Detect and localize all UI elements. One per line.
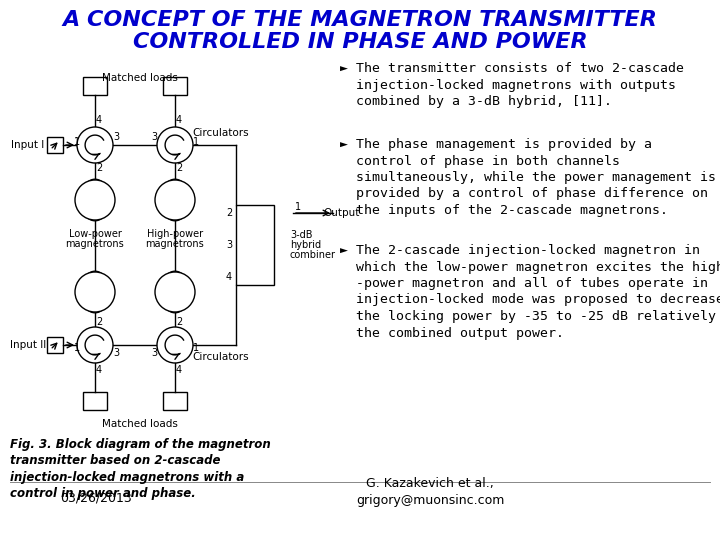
Text: 2: 2 (96, 163, 102, 173)
Text: Output: Output (323, 208, 359, 218)
Text: 3: 3 (226, 240, 232, 250)
Bar (83, 77, 107, 95)
Text: magnetrons: magnetrons (66, 239, 125, 249)
Circle shape (75, 180, 115, 220)
Text: 1: 1 (74, 137, 80, 147)
Text: combiner: combiner (290, 250, 336, 260)
Circle shape (85, 271, 105, 292)
Text: Fig. 3. Block diagram of the magnetron
transmitter based on 2-cascade
injection-: Fig. 3. Block diagram of the magnetron t… (10, 438, 271, 501)
Text: 3: 3 (151, 348, 157, 358)
Text: 4: 4 (96, 115, 102, 125)
Text: 1: 1 (74, 343, 80, 353)
Text: 2: 2 (176, 163, 182, 173)
Circle shape (155, 180, 195, 220)
Bar (47, 337, 63, 353)
Bar (163, 77, 187, 95)
Text: 4: 4 (176, 365, 182, 375)
Text: CONTROLLED IN PHASE AND POWER: CONTROLLED IN PHASE AND POWER (132, 32, 588, 52)
Circle shape (165, 292, 186, 313)
Text: Matched loads: Matched loads (102, 73, 178, 83)
Bar (163, 392, 187, 410)
Circle shape (77, 327, 113, 363)
Text: magnetrons: magnetrons (145, 239, 204, 249)
Text: 1: 1 (193, 343, 199, 353)
Bar (236, 205, 274, 285)
Text: 4: 4 (176, 115, 182, 125)
Circle shape (157, 327, 193, 363)
Circle shape (75, 272, 115, 312)
Text: 4: 4 (226, 272, 232, 282)
Text: Circulators: Circulators (193, 128, 249, 138)
Text: Low-power: Low-power (68, 229, 122, 239)
Text: 3: 3 (113, 348, 119, 358)
Text: A CONCEPT OF THE MAGNETRON TRANSMITTER: A CONCEPT OF THE MAGNETRON TRANSMITTER (63, 10, 657, 30)
Text: 4: 4 (96, 365, 102, 375)
Circle shape (155, 272, 195, 312)
Text: ► The phase management is provided by a
  control of phase in both channels
  si: ► The phase management is provided by a … (340, 138, 716, 217)
Circle shape (77, 127, 113, 163)
Circle shape (85, 200, 105, 221)
Text: 1: 1 (193, 137, 199, 147)
Text: 03/26/2013: 03/26/2013 (60, 491, 132, 504)
Text: hybrid: hybrid (290, 240, 321, 250)
Text: 1: 1 (295, 202, 301, 212)
Text: 2: 2 (176, 317, 182, 327)
Text: 3: 3 (113, 132, 119, 142)
Circle shape (165, 200, 186, 221)
Text: G. Kazakevich et al.,
grigory@muonsinc.com: G. Kazakevich et al., grigory@muonsinc.c… (356, 477, 504, 507)
Text: 3: 3 (151, 132, 157, 142)
Circle shape (85, 292, 105, 313)
Text: High-power: High-power (147, 229, 203, 239)
Text: 3-dB: 3-dB (290, 230, 312, 240)
Text: Input I: Input I (12, 140, 45, 150)
Text: ► The 2-cascade injection-locked magnetron in
  which the low-power magnetron ex: ► The 2-cascade injection-locked magnetr… (340, 244, 720, 340)
Text: 2: 2 (226, 208, 232, 218)
Text: Input II: Input II (10, 340, 46, 350)
Circle shape (85, 179, 105, 200)
Text: Circulators: Circulators (193, 352, 249, 362)
Circle shape (165, 271, 186, 292)
Bar (47, 137, 63, 153)
Bar (83, 392, 107, 410)
Circle shape (157, 127, 193, 163)
Circle shape (165, 179, 186, 200)
Text: 2: 2 (96, 317, 102, 327)
Text: ► The transmitter consists of two 2-cascade
  injection-locked magnetrons with o: ► The transmitter consists of two 2-casc… (340, 62, 684, 108)
Text: Matched loads: Matched loads (102, 419, 178, 429)
